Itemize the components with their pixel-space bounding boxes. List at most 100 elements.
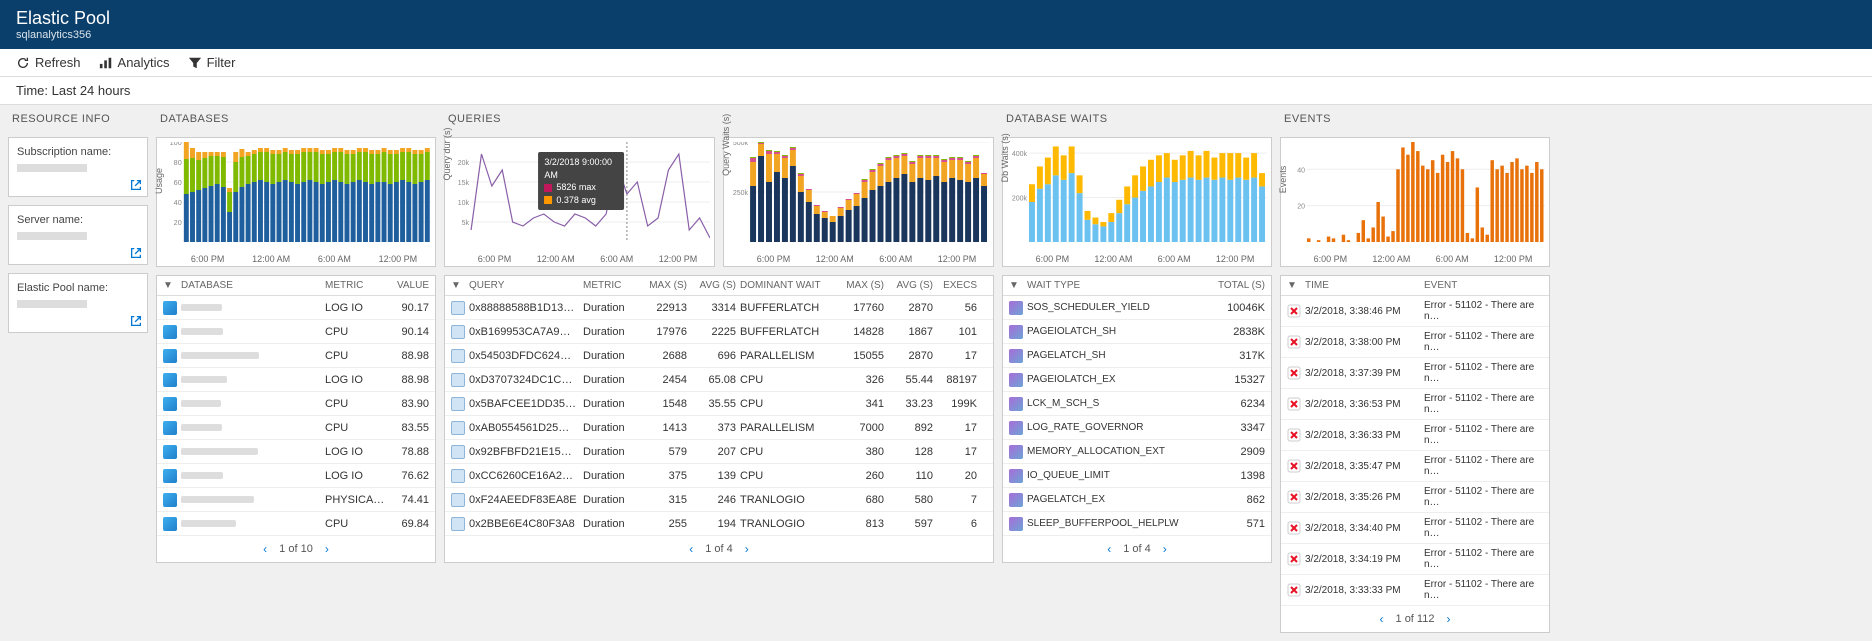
table-row[interactable]: 3/2/2018, 3:33:33 PM Error - 51102 - The…	[1281, 575, 1549, 606]
table-row[interactable]: 0xCC6260CE16A2… Duration 375 139 CPU 260…	[445, 464, 993, 488]
query-icon	[451, 445, 465, 459]
prev-page[interactable]: ‹	[1380, 612, 1384, 626]
svg-text:400k: 400k	[1012, 151, 1028, 158]
wait-icon	[1009, 445, 1023, 459]
page-header: Elastic Pool sqlanalytics356	[0, 0, 1872, 49]
table-row[interactable]: 3/2/2018, 3:35:26 PM Error - 51102 - The…	[1281, 482, 1549, 513]
database-icon	[163, 349, 177, 363]
table-row[interactable]: 0xB169953CA7A9… Duration 17976 2225 BUFF…	[445, 320, 993, 344]
page-subtitle: sqlanalytics356	[16, 29, 1856, 41]
table-row[interactable]: PAGELATCH_EX 862	[1003, 488, 1271, 512]
table-row[interactable]: PAGEIOLATCH_SH 2838K	[1003, 320, 1271, 344]
databases-table: ▼ DATABASE METRIC VALUE LOG IO 90.17 CPU…	[156, 275, 436, 563]
time-filter[interactable]: Time: Last 24 hours	[0, 77, 1872, 105]
table-row[interactable]: PAGELATCH_SH 317K	[1003, 344, 1271, 368]
table-row[interactable]: 3/2/2018, 3:34:40 PM Error - 51102 - The…	[1281, 513, 1549, 544]
table-row[interactable]: IO_QUEUE_LIMIT 1398	[1003, 464, 1271, 488]
query-waits-chart[interactable]: Query Waits (s) 250k500k 6:00 PM12:00 AM…	[723, 137, 994, 267]
databases-chart[interactable]: Usage 20406080100 6:00 PM12:00 AM6:00 AM…	[156, 137, 436, 267]
table-row[interactable]: CPU 83.90	[157, 392, 435, 416]
waits-table: ▼ WAIT TYPE TOTAL (S) SOS_SCHEDULER_YIEL…	[1002, 275, 1272, 563]
error-icon	[1287, 552, 1301, 566]
filter-icon[interactable]: ▼	[451, 280, 465, 291]
table-row[interactable]: 3/2/2018, 3:38:00 PM Error - 51102 - The…	[1281, 327, 1549, 358]
events-chart[interactable]: Events 2040 6:00 PM12:00 AM6:00 AM12:00 …	[1280, 137, 1550, 267]
table-row[interactable]: CPU 69.84	[157, 512, 435, 536]
svg-text:100: 100	[170, 142, 182, 147]
chart-tooltip: 3/2/2018 9:00:00 AM 5826 max 0.378 avg	[538, 152, 624, 210]
table-row[interactable]: PHYSICA… 74.41	[157, 488, 435, 512]
table-row[interactable]: CPU 83.55	[157, 416, 435, 440]
filter-button[interactable]: Filter	[188, 55, 236, 70]
waits-pager: ‹ 1 of 4 ›	[1003, 536, 1271, 562]
error-icon	[1287, 521, 1301, 535]
table-row[interactable]: 3/2/2018, 3:35:47 PM Error - 51102 - The…	[1281, 451, 1549, 482]
table-row[interactable]: LCK_M_SCH_S 6234	[1003, 392, 1271, 416]
prev-page[interactable]: ‹	[1107, 542, 1111, 556]
wait-icon	[1009, 349, 1023, 363]
svg-text:200k: 200k	[1012, 196, 1028, 203]
query-icon	[451, 493, 465, 507]
table-row[interactable]: LOG IO 76.62	[157, 464, 435, 488]
resource-info-title: RESOURCE INFO	[8, 113, 148, 125]
table-row[interactable]: 0x88888588B1D13… Duration 22913 3314 BUF…	[445, 296, 993, 320]
database-icon	[163, 397, 177, 411]
table-row[interactable]: 3/2/2018, 3:38:46 PM Error - 51102 - The…	[1281, 296, 1549, 327]
analytics-button[interactable]: Analytics	[99, 55, 170, 70]
analytics-icon	[99, 56, 113, 70]
prev-page[interactable]: ‹	[689, 542, 693, 556]
table-row[interactable]: 0x5BAFCEE1DD35… Duration 1548 35.55 CPU …	[445, 392, 993, 416]
waits-chart[interactable]: Db Waits (s) 200k400k 6:00 PM12:00 AM6:0…	[1002, 137, 1272, 267]
svg-text:40: 40	[1297, 167, 1305, 174]
prev-page[interactable]: ‹	[263, 542, 267, 556]
next-page[interactable]: ›	[745, 542, 749, 556]
wait-icon	[1009, 397, 1023, 411]
table-row[interactable]: LOG IO 88.98	[157, 368, 435, 392]
error-icon	[1287, 428, 1301, 442]
external-link-icon[interactable]	[129, 314, 143, 328]
query-duration-chart[interactable]: Query dur (s) 5k10k15k20k 3/2/2018 9:00:…	[444, 137, 715, 267]
table-row[interactable]: CPU 88.98	[157, 344, 435, 368]
svg-text:80: 80	[174, 159, 182, 167]
table-row[interactable]: PAGEIOLATCH_EX 15327	[1003, 368, 1271, 392]
table-row[interactable]: 3/2/2018, 3:36:53 PM Error - 51102 - The…	[1281, 389, 1549, 420]
next-page[interactable]: ›	[1446, 612, 1450, 626]
table-row[interactable]: 0xF24AEEDF83EA8E Duration 315 246 TRANLO…	[445, 488, 993, 512]
table-row[interactable]: 0xD3707324DC1C… Duration 2454 65.08 CPU …	[445, 368, 993, 392]
filter-icon[interactable]: ▼	[163, 280, 177, 291]
table-row[interactable]: MEMORY_ALLOCATION_EXT 2909	[1003, 440, 1271, 464]
error-icon	[1287, 490, 1301, 504]
waits-title: DATABASE WAITS	[1002, 113, 1272, 125]
table-row[interactable]: LOG IO 78.88	[157, 440, 435, 464]
table-row[interactable]: 3/2/2018, 3:36:33 PM Error - 51102 - The…	[1281, 420, 1549, 451]
table-row[interactable]: 3/2/2018, 3:37:39 PM Error - 51102 - The…	[1281, 358, 1549, 389]
next-page[interactable]: ›	[1163, 542, 1167, 556]
filter-icon[interactable]: ▼	[1009, 280, 1023, 291]
table-row[interactable]: CPU 90.14	[157, 320, 435, 344]
refresh-button[interactable]: Refresh	[16, 55, 81, 70]
queries-title: QUERIES	[444, 113, 994, 125]
error-icon	[1287, 583, 1301, 597]
toolbar: Refresh Analytics Filter	[0, 49, 1872, 77]
query-icon	[451, 469, 465, 483]
info-card[interactable]: Subscription name:	[8, 137, 148, 197]
next-page[interactable]: ›	[325, 542, 329, 556]
queries-pager: ‹ 1 of 4 ›	[445, 536, 993, 562]
info-card[interactable]: Server name:	[8, 205, 148, 265]
table-row[interactable]: 0x2BBE6E4C80F3A8 Duration 255 194 TRANLO…	[445, 512, 993, 536]
svg-text:40: 40	[174, 199, 182, 207]
error-icon	[1287, 335, 1301, 349]
table-row[interactable]: LOG IO 90.17	[157, 296, 435, 320]
table-row[interactable]: 3/2/2018, 3:34:19 PM Error - 51102 - The…	[1281, 544, 1549, 575]
info-card[interactable]: Elastic Pool name:	[8, 273, 148, 333]
svg-text:5k: 5k	[462, 220, 470, 227]
table-row[interactable]: 0x92BFBFD21E15… Duration 579 207 CPU 380…	[445, 440, 993, 464]
table-row[interactable]: SOS_SCHEDULER_YIELD 10046K	[1003, 296, 1271, 320]
table-row[interactable]: LOG_RATE_GOVERNOR 3347	[1003, 416, 1271, 440]
external-link-icon[interactable]	[129, 246, 143, 260]
external-link-icon[interactable]	[129, 178, 143, 192]
table-row[interactable]: 0x54503DFDC624… Duration 2688 696 PARALL…	[445, 344, 993, 368]
table-row[interactable]: 0xAB0554561D25… Duration 1413 373 PARALL…	[445, 416, 993, 440]
filter-icon[interactable]: ▼	[1287, 280, 1301, 291]
table-row[interactable]: SLEEP_BUFFERPOOL_HELPLW 571	[1003, 512, 1271, 536]
